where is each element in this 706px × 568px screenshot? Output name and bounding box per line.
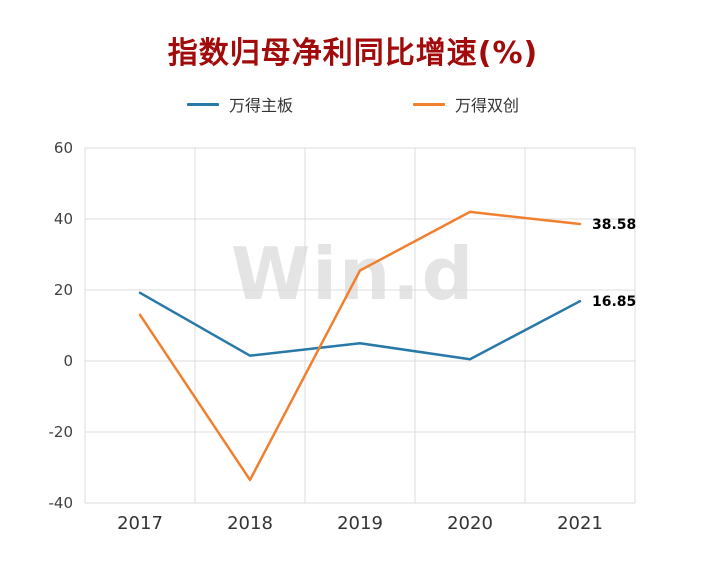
svg-text:2017: 2017	[117, 513, 163, 534]
legend: 万得主板 万得双创	[0, 92, 706, 116]
line-plot: 60 40 20 0 -20 -40 2017 2018 2019 2020 2021 16.85 38…	[49, 139, 637, 534]
svg-text:2021: 2021	[557, 513, 603, 534]
svg-text:20: 20	[54, 281, 73, 299]
legend-line-swatch-blue	[186, 102, 219, 106]
svg-text:2019: 2019	[337, 513, 383, 534]
svg-text:38.58: 38.58	[592, 217, 636, 233]
svg-text:40: 40	[54, 210, 73, 228]
svg-text:2020: 2020	[447, 513, 493, 534]
svg-text:0: 0	[63, 352, 73, 370]
svg-text:2018: 2018	[227, 513, 273, 534]
svg-text:16.85: 16.85	[592, 294, 636, 310]
svg-text:60: 60	[54, 139, 73, 157]
svg-text:-20: -20	[49, 423, 74, 441]
legend-item-dualinnovation[interactable]: 万得双创	[413, 92, 519, 116]
svg-text:-40: -40	[49, 494, 74, 512]
legend-item-mainboard[interactable]: 万得主板	[186, 92, 293, 116]
chart-title: 指数归母净利同比增速(%)	[167, 36, 539, 71]
legend-label-mainboard: 万得主板	[228, 96, 293, 115]
legend-line-swatch-orange	[413, 102, 445, 106]
legend-label-dualinnovation: 万得双创	[455, 96, 520, 115]
